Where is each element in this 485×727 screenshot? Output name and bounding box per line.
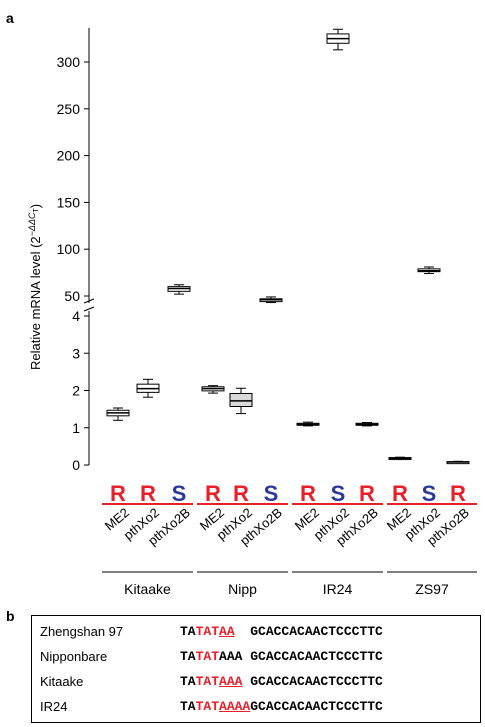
sequence-row: Zhengshan 97 TATATAA GCACCACAACTCCCTTC [40,622,480,642]
sequence-row: Kitaake TATATAAA GCACCACAACTCCCTTC [40,672,480,692]
sequence-segment: TA [180,624,196,639]
sequence-segment: TAT [195,674,220,689]
resistance-label: R [359,481,375,506]
sequence-segment: AA [219,624,235,639]
resistance-label: S [422,481,437,506]
resistance-label: R [233,481,249,506]
y-tick-label: 4 [72,308,80,324]
box-nipp-pthxo2 [229,392,253,408]
sequence-segment: TAT [195,649,220,664]
y-tick-label: 250 [57,101,81,117]
promoter-sequence: TATATAAA GCACCACAACTCCCTTC [180,674,383,689]
resistance-label: R [300,481,316,506]
cultivar-name: Nipponbare [40,649,108,664]
sequence-segment: TAT [195,624,220,639]
panel-b-label: b [6,608,15,624]
promoter-sequence: TATATAA GCACCACAACTCCCTTC [180,624,383,639]
sequence-segment: TA [180,649,196,664]
y-tick-label: 1 [72,420,80,436]
cultivar-name: Kitaake [40,674,84,689]
sequence-segment: GCACCACAACTCCCTTC [242,674,383,689]
sequence-row: IR24 TATATAAAAGCACCACAACTCCCTTC [40,697,480,717]
group-label: IR24 [323,581,353,597]
group-label: Kitaake [124,581,171,597]
sequence-segment: TAT [195,699,220,714]
resistance-label: S [331,481,346,506]
resistance-label: S [264,481,279,506]
group-label: Nipp [228,581,257,597]
y-tick-label: 150 [57,194,81,210]
sequence-segment: TA [180,674,196,689]
y-tick-label: 200 [57,148,81,164]
box-plot: 50 100 150 200 250 300 0 1 2 3 4 Relative mRNA leve… [27,28,477,597]
promoter-sequence: TATATAAAAGCACCACAACTCCCTTC [180,699,383,714]
sequence-segment: GCACCACAACTCCCTTC [242,649,383,664]
y-tick-label: 50 [64,288,80,304]
y-tick-label: 3 [72,345,80,361]
sequence-row: Nipponbare TATATAAA GCACCACAACTCCCTTC [40,647,480,667]
cultivar-name: IR24 [40,699,68,714]
sequence-segment: AAAA [219,699,251,714]
group-label: ZS97 [415,581,449,597]
sequence-segment: AAA [219,649,243,664]
sequence-segment: TA [180,699,196,714]
panel-a-label: a [6,10,14,26]
promoter-sequence: TATATAAA GCACCACAACTCCCTTC [180,649,383,664]
resistance-label: R [450,481,466,506]
sequence-segment: GCACCACAACTCCCTTC [250,699,383,714]
resistance-label: R [110,481,126,506]
sequence-alignment-table: Zhengshan 97 TATATAA GCACCACAACTCCCTTC Nip… [31,615,481,723]
y-tick-label: 300 [57,54,81,70]
resistance-label: R [140,481,156,506]
sequence-segment: AAA [219,674,243,689]
resistance-label: R [392,481,408,506]
sequence-segment: GCACCACAACTCCCTTC [234,624,383,639]
axis-break-mark [83,298,95,304]
y-tick-label: 100 [57,241,81,257]
cultivar-name: Zhengshan 97 [40,624,124,639]
y-tick-label: 0 [72,457,80,473]
axis-break-mark [83,306,95,312]
y-tick-label: 2 [72,383,80,399]
resistance-label: R [205,481,221,506]
resistance-label: S [172,481,187,506]
y-axis-label: Relative mRNA level (2−ΔΔCT) [27,204,43,370]
